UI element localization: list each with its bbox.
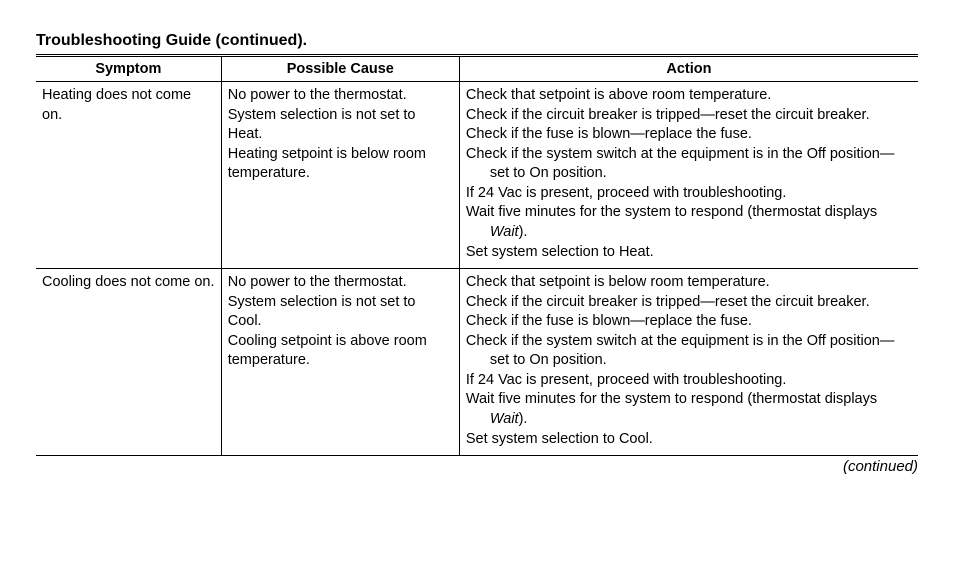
symptom-cell: Heating does not come on. [36, 82, 221, 269]
action-line: Check that setpoint is above room temper… [466, 86, 912, 106]
action-line: Set system selection to Cool. [466, 430, 912, 450]
cause-cell: No power to the thermostat.System select… [221, 269, 459, 456]
col-header-symptom: Symptom [36, 56, 221, 82]
col-header-action: Action [459, 56, 918, 82]
cause-line: Heating setpoint is below room temperatu… [228, 145, 453, 184]
symptom-cell: Cooling does not come on. [36, 269, 221, 456]
cause-line: System selection is not set to Cool. [228, 293, 453, 332]
cause-line: System selection is not set to Heat. [228, 106, 453, 145]
action-line: Check if the system switch at the equipm… [466, 145, 912, 184]
troubleshooting-table: Symptom Possible Cause Action Heating do… [36, 54, 918, 456]
cause-line: No power to the thermostat. [228, 86, 453, 106]
table-header-row: Symptom Possible Cause Action [36, 56, 918, 82]
action-line: Wait five minutes for the system to resp… [466, 203, 912, 242]
action-line: Check if the circuit breaker is tripped—… [466, 293, 912, 313]
table-row: Cooling does not come on.No power to the… [36, 269, 918, 456]
col-header-cause: Possible Cause [221, 56, 459, 82]
page-title: Troubleshooting Guide (continued). [36, 32, 918, 50]
action-line: Check that setpoint is below room temper… [466, 273, 912, 293]
action-cell: Check that setpoint is below room temper… [459, 269, 918, 456]
table-body: Heating does not come on.No power to the… [36, 82, 918, 456]
cause-line: No power to the thermostat. [228, 273, 453, 293]
continued-label: (continued) [36, 458, 918, 475]
action-line: If 24 Vac is present, proceed with troub… [466, 184, 912, 204]
action-cell: Check that setpoint is above room temper… [459, 82, 918, 269]
action-line: Check if the system switch at the equipm… [466, 332, 912, 371]
action-line: Check if the fuse is blown—replace the f… [466, 312, 912, 332]
italic-text: Wait [490, 224, 519, 240]
table-row: Heating does not come on.No power to the… [36, 82, 918, 269]
cause-cell: No power to the thermostat.System select… [221, 82, 459, 269]
action-line: Check if the circuit breaker is tripped—… [466, 106, 912, 126]
action-line: Set system selection to Heat. [466, 243, 912, 263]
italic-text: Wait [490, 411, 519, 427]
action-line: Check if the fuse is blown—replace the f… [466, 125, 912, 145]
action-line: If 24 Vac is present, proceed with troub… [466, 371, 912, 391]
action-line: Wait five minutes for the system to resp… [466, 390, 912, 429]
cause-line: Cooling setpoint is above room temperatu… [228, 332, 453, 371]
